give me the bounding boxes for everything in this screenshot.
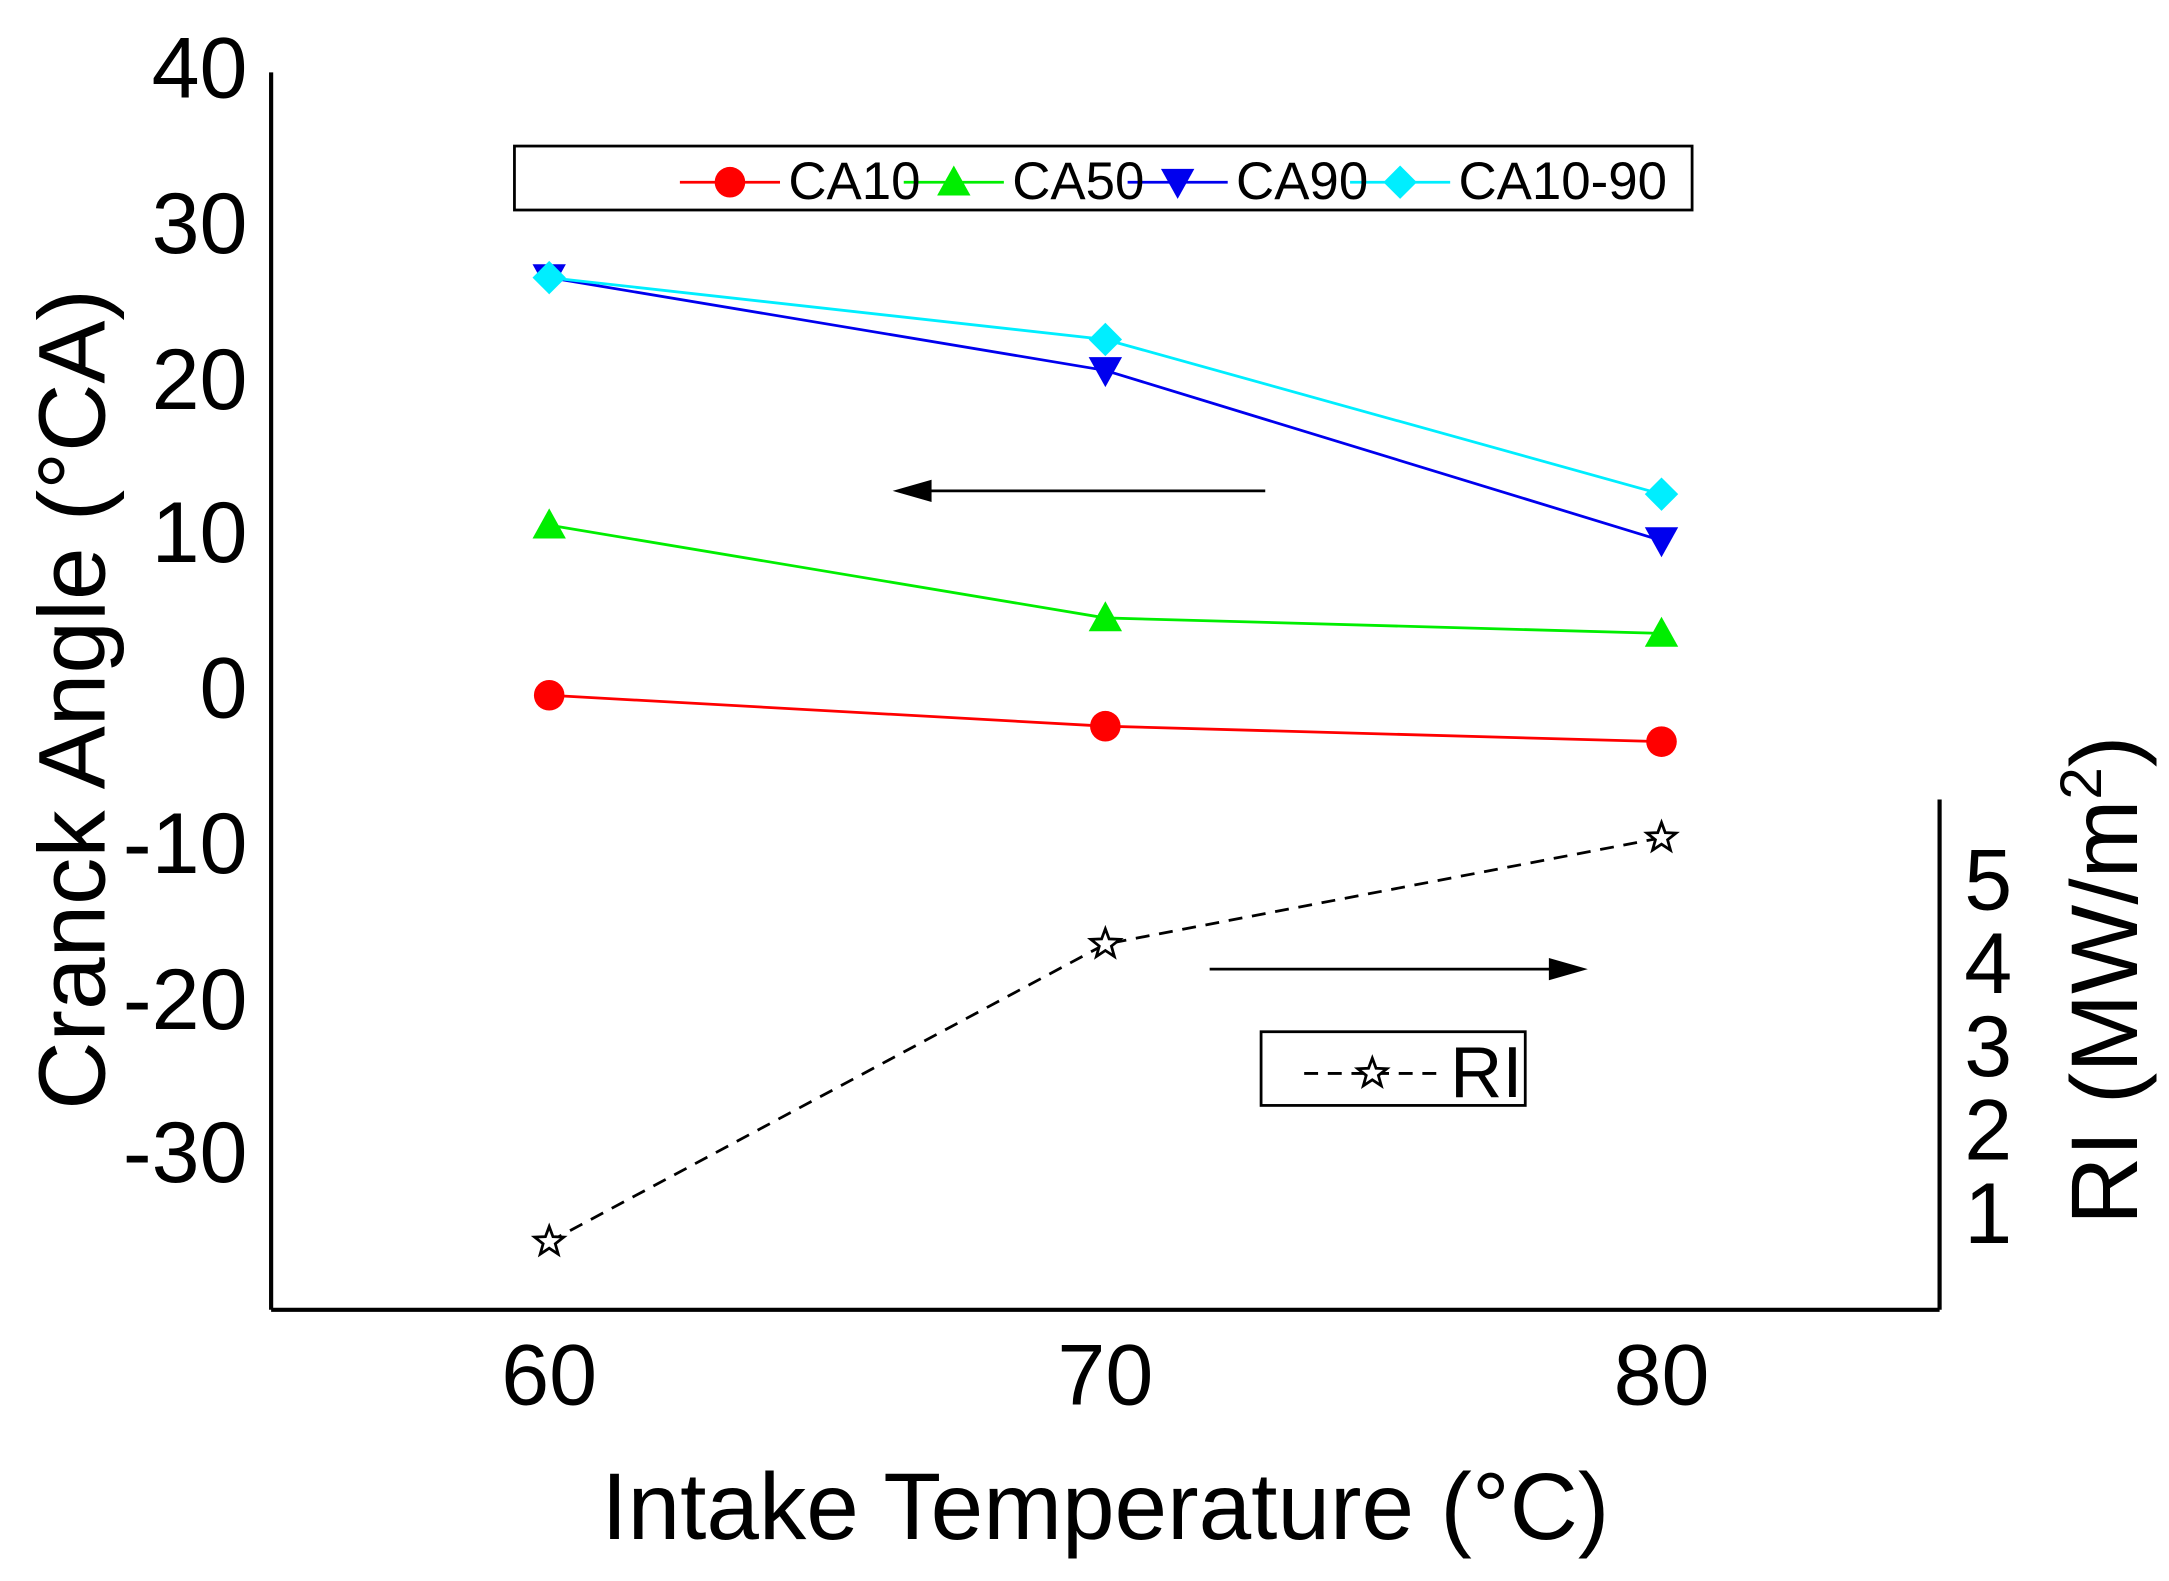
legend-ri: RI — [1259, 1030, 1527, 1113]
y-tick-label: 0 — [200, 641, 248, 737]
y2-axis-title-main: RI (MW/m — [2052, 800, 2158, 1225]
data-point-ca10-90 — [532, 260, 566, 295]
y2-tick-labels: 5 4 3 2 1 — [1964, 832, 2012, 1262]
legend-marker-ca10 — [714, 166, 746, 198]
y-tick-label: -10 — [123, 796, 248, 892]
right-axis-arrow — [1209, 958, 1588, 981]
y2-tick-label: 5 — [1964, 832, 2012, 928]
x-tick-label: 80 — [1614, 1327, 1710, 1423]
data-point-ri — [1087, 924, 1124, 960]
y2-tick-label: 4 — [1964, 916, 2012, 1012]
y2-axis-title: RI (MW/m2) — [2049, 736, 2158, 1225]
series-line-ca90 — [548, 276, 1662, 542]
series-markers — [530, 260, 1680, 1258]
y-tick-label: 10 — [152, 485, 248, 581]
data-point-ca10 — [533, 679, 565, 711]
y2-tick-label: 1 — [1964, 1166, 2012, 1262]
x-tick-labels: 60 70 80 — [501, 1327, 1709, 1423]
left-axis-arrow — [892, 479, 1266, 502]
data-point-ca10-90 — [1088, 322, 1123, 357]
y-tick-labels: 40 30 20 10 0 -10 -20 -30 — [123, 20, 248, 1201]
y2-tick-label: 2 — [1964, 1083, 2012, 1179]
y-tick-label: -20 — [123, 952, 248, 1048]
data-point-ca50 — [1088, 601, 1123, 632]
y2-axis-title-close: ) — [2052, 736, 2158, 767]
y-tick-label: 20 — [152, 332, 248, 428]
y-tick-label: -30 — [123, 1105, 248, 1201]
legend-top: CA10 CA50 CA90 CA10-90 — [513, 144, 1694, 212]
x-tick-label: 60 — [501, 1327, 597, 1423]
data-point-ca90 — [1088, 357, 1123, 388]
data-point-ca10 — [1090, 710, 1121, 742]
legend-ri-box — [1259, 1030, 1527, 1107]
legend-label-ca90: CA90 — [1236, 152, 1368, 211]
data-point-ca90 — [1644, 527, 1679, 558]
data-point-ca10 — [1646, 726, 1677, 757]
legend-marker-ca90 — [1160, 168, 1195, 199]
legend-marker-ri — [1353, 1054, 1391, 1090]
legend-marker-ca50 — [937, 165, 971, 196]
data-point-ca50 — [1644, 616, 1679, 647]
x-tick-label: 70 — [1057, 1327, 1153, 1423]
y-axis-title: Cranck Angle (°CA) — [19, 289, 125, 1110]
x-axis-title: Intake Temperature (°C) — [601, 1454, 1609, 1560]
legend-label-ca10: CA10 — [788, 152, 920, 211]
legend-label-ca50: CA50 — [1012, 152, 1144, 211]
y-tick-label: 40 — [152, 20, 248, 116]
data-point-ca10-90 — [1644, 477, 1679, 511]
data-point-ri — [1643, 818, 1680, 854]
data-point-ri — [530, 1222, 568, 1258]
legend-top-box — [513, 144, 1694, 212]
y2-axis-title-sup: 2 — [2049, 767, 2114, 799]
y-tick-label: 30 — [152, 176, 248, 272]
legend-label-ri: RI — [1450, 1033, 1522, 1113]
data-point-ca50 — [532, 508, 566, 539]
y2-tick-label: 3 — [1964, 999, 2012, 1095]
legend-label-ca10-90: CA10-90 — [1459, 152, 1668, 211]
